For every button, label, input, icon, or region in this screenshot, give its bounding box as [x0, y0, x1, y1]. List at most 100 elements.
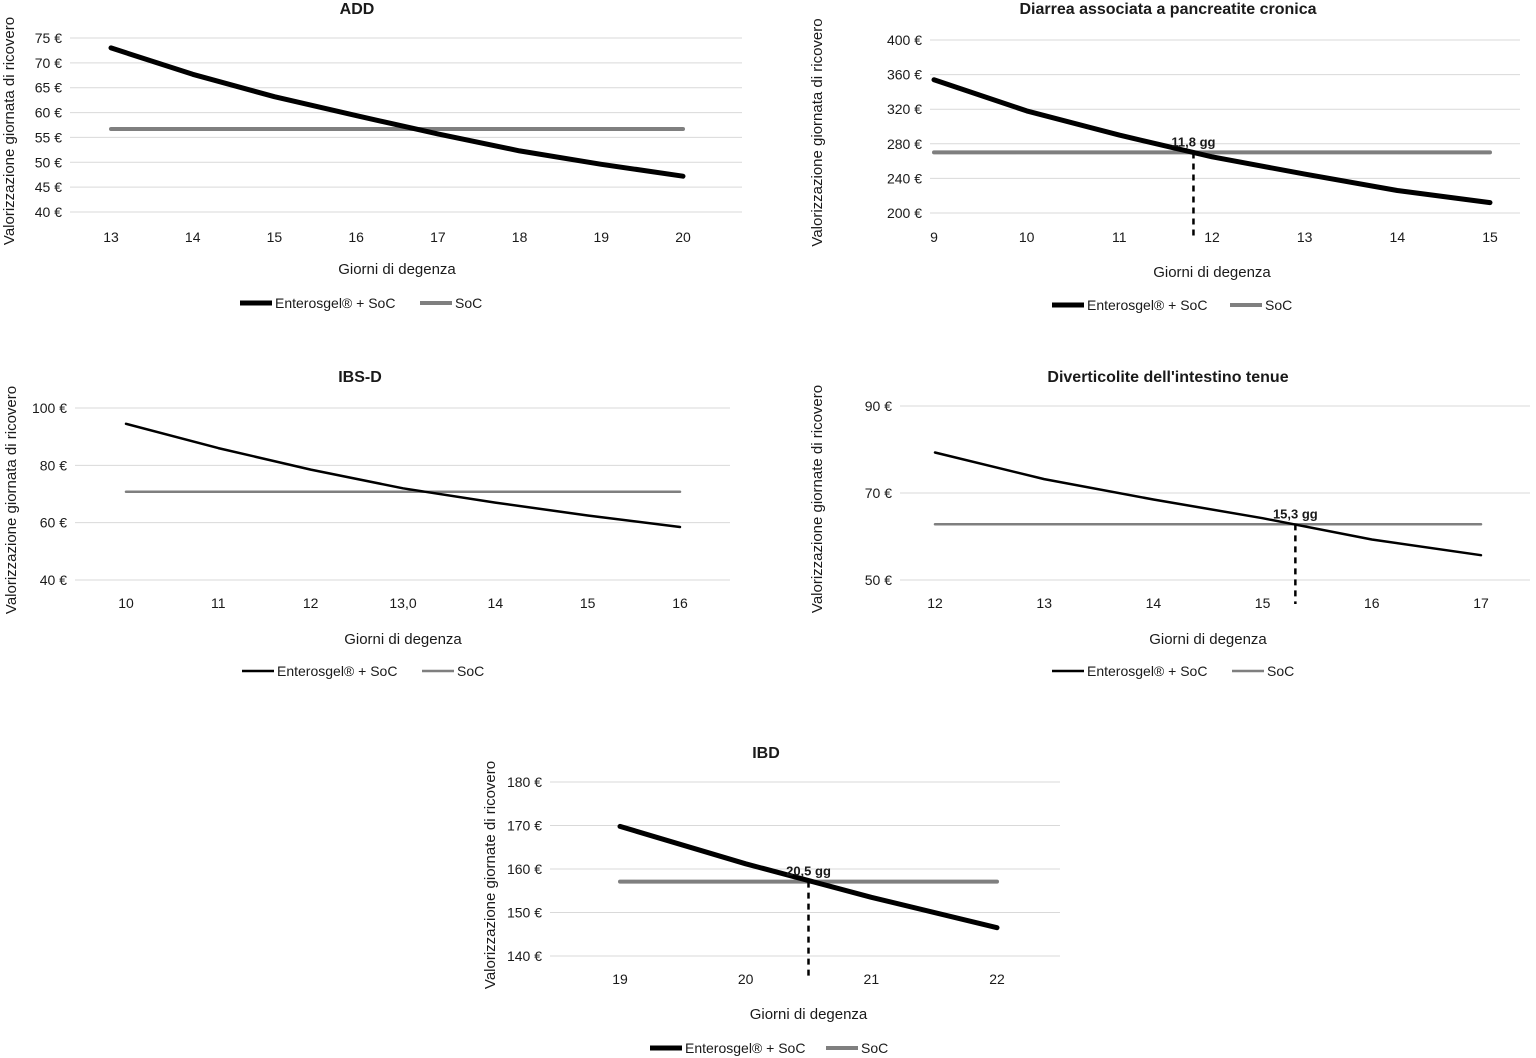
y-tick-label: 90 € — [865, 398, 892, 414]
x-tick-label: 15 — [267, 229, 283, 245]
x-tick-label: 19 — [593, 229, 609, 245]
y-tick-label: 60 € — [40, 515, 67, 531]
y-tick-label: 75 € — [35, 30, 62, 46]
x-tick-label: 16 — [348, 229, 364, 245]
chart-ibs-d: IBS-D 40 € 60 € 80 € 100 € 10 11 12 13,0 14 15 16 Gi… — [3, 369, 730, 679]
y-axis-label: Valorizzazione giornata di ricovero — [809, 18, 826, 246]
chart-panel-ibs-d: IBS-D 40 € 60 € 80 € 100 € 10 11 12 13,0 14 15 16 Gi… — [0, 360, 760, 690]
x-tick-label: 20 — [675, 229, 691, 245]
x-tick-label: 14 — [488, 595, 504, 611]
legend-label-enterosgel-soc: Enterosgel® + SoC — [1087, 663, 1207, 679]
x-tick-label: 14 — [1390, 229, 1406, 245]
x-tick-label: 10 — [118, 595, 134, 611]
series-line-enterosgel-soc — [931, 77, 1493, 206]
x-tick-label: 21 — [864, 971, 880, 987]
x-tick-label: 13 — [103, 229, 119, 245]
chart-diverticolite: Diverticolite dell'intestino tenue 50 € 70… — [809, 369, 1530, 679]
x-tick-label: 13 — [1036, 595, 1052, 611]
legend-label-enterosgel-soc: Enterosgel® + SoC — [277, 663, 397, 679]
y-tick-label: 40 € — [35, 204, 62, 220]
x-tick-label: 16 — [672, 595, 688, 611]
y-tick-label: 400 € — [887, 32, 922, 48]
x-tick-label: 16 — [1364, 595, 1380, 611]
chart-title: Diarrea associata a pancreatite cronica — [1019, 1, 1316, 18]
x-tick-label: 11 — [1112, 229, 1127, 245]
break-even-label: 20,5 gg — [786, 864, 831, 879]
x-axis-label: Giorni di degenza — [1149, 631, 1267, 648]
x-tick-label: 15 — [1482, 229, 1498, 245]
chart-ibd: IBD 140 € 150 € 160 € 170 € 180 € 19 20 21 22 Gior… — [482, 745, 1060, 1056]
legend-label-enterosgel-soc: Enterosgel® + SoC — [275, 295, 395, 311]
x-tick-label: 22 — [989, 971, 1005, 987]
y-axis-label: Valorizzazione giornata di ricovero — [3, 386, 20, 614]
chart-panel-diarrea-pancreatite: Diarrea associata a pancreatite cronica 2… — [770, 0, 1536, 330]
legend-label-soc: SoC — [861, 1040, 888, 1056]
y-tick-label: 40 € — [40, 572, 67, 588]
x-tick-label: 10 — [1019, 229, 1035, 245]
y-tick-label: 160 € — [507, 861, 542, 877]
y-tick-label: 180 € — [507, 774, 542, 790]
x-tick-label: 13 — [1297, 229, 1313, 245]
x-tick-label: 9 — [930, 229, 938, 245]
chart-panel-diverticolite: Diverticolite dell'intestino tenue 50 € 70… — [770, 360, 1536, 690]
chart-title: ADD — [340, 1, 375, 18]
y-tick-label: 360 € — [887, 67, 922, 83]
x-tick-label: 20 — [738, 971, 754, 987]
legend-label-soc: SoC — [457, 663, 484, 679]
y-axis-label: Valorizzazione giornata di ricovero — [1, 17, 18, 245]
x-axis-label: Giorni di degenza — [344, 631, 462, 648]
y-axis-label: Valorizzazione giornate di ricovero — [482, 761, 499, 989]
legend-label-soc: SoC — [1265, 297, 1292, 313]
y-tick-label: 320 € — [887, 101, 922, 117]
break-even-label: 15,3 gg — [1273, 506, 1318, 521]
series-line-enterosgel-soc — [617, 823, 1000, 931]
x-tick-label: 12 — [303, 595, 319, 611]
chart-title: Diverticolite dell'intestino tenue — [1047, 369, 1288, 386]
y-tick-label: 65 € — [35, 80, 62, 96]
series-line-enterosgel-soc — [933, 451, 1483, 557]
y-tick-label: 50 € — [865, 572, 892, 588]
y-tick-label: 80 € — [40, 457, 67, 473]
y-tick-label: 150 € — [507, 905, 542, 921]
y-tick-label: 55 € — [35, 129, 62, 145]
x-tick-label: 14 — [1146, 595, 1162, 611]
legend-label-enterosgel-soc: Enterosgel® + SoC — [1087, 297, 1207, 313]
x-axis-label: Giorni di degenza — [750, 1006, 868, 1023]
x-tick-label: 14 — [185, 229, 201, 245]
legend-label-enterosgel-soc: Enterosgel® + SoC — [685, 1040, 805, 1056]
x-tick-label: 12 — [927, 595, 943, 611]
x-tick-label: 17 — [430, 229, 446, 245]
x-axis-label: Giorni di degenza — [338, 261, 456, 278]
x-tick-label: 11 — [211, 595, 226, 611]
x-tick-label: 13,0 — [389, 595, 416, 611]
y-tick-label: 60 € — [35, 105, 62, 121]
y-tick-label: 100 € — [32, 400, 67, 416]
break-even-label: 11,8 gg — [1171, 134, 1215, 149]
y-tick-label: 70 € — [865, 485, 892, 501]
y-axis-label: Valorizzazione giornate di ricovero — [809, 385, 826, 613]
series-line-enterosgel-soc — [108, 45, 686, 179]
x-tick-label: 17 — [1473, 595, 1489, 611]
x-axis-label: Giorni di degenza — [1153, 264, 1271, 281]
y-tick-label: 280 € — [887, 136, 922, 152]
x-tick-label: 12 — [1204, 229, 1220, 245]
series-line-enterosgel-soc — [124, 422, 682, 529]
legend-label-soc: SoC — [1267, 663, 1294, 679]
y-tick-label: 140 € — [507, 948, 542, 964]
chart-panel-add: ADD 40 € 45 € 50 € 55 € 60 € 65 € 70 € 75 € 13 14 1… — [0, 0, 760, 330]
chart-diarrea-pancreatite: Diarrea associata a pancreatite cronica 2… — [809, 1, 1520, 313]
chart-title: IBS-D — [338, 369, 382, 386]
x-tick-label: 19 — [612, 971, 628, 987]
y-tick-label: 70 € — [35, 55, 62, 71]
y-tick-label: 200 € — [887, 205, 922, 221]
chart-add: ADD 40 € 45 € 50 € 55 € 60 € 65 € 70 € 75 € 13 14 1… — [1, 1, 742, 311]
x-tick-label: 15 — [580, 595, 596, 611]
chart-title: IBD — [752, 745, 780, 762]
y-tick-label: 45 € — [35, 179, 62, 195]
legend-label-soc: SoC — [455, 295, 482, 311]
chart-panel-ibd: IBD 140 € 150 € 160 € 170 € 180 € 19 20 21 22 Gior… — [470, 738, 1090, 1058]
y-tick-label: 50 € — [35, 154, 62, 170]
y-tick-label: 240 € — [887, 170, 922, 186]
x-tick-label: 18 — [512, 229, 528, 245]
y-tick-label: 170 € — [507, 818, 542, 834]
